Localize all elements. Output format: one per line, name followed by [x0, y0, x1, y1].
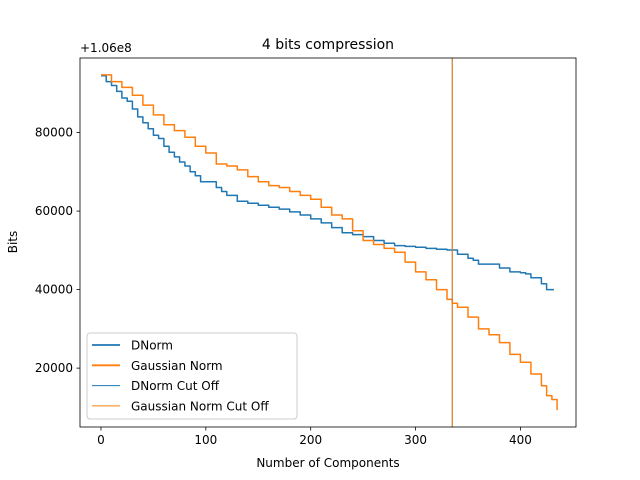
legend-label-1: DNorm [131, 339, 173, 353]
series-line-1 [101, 74, 554, 291]
series-line-2 [101, 74, 558, 411]
x-tick-label-4: 400 [509, 433, 532, 447]
x-tick-label-0: 0 [97, 433, 105, 447]
legend-box [86, 332, 298, 420]
x-tick-label-2: 200 [299, 433, 322, 447]
y-offset-label: +1.06e8 [80, 41, 132, 55]
legend: DNorm Gaussian Norm DNorm Cut Off Gaussian … [86, 332, 298, 420]
y-tick-label-0: 20000 [35, 361, 73, 375]
plot-area: 0 100 200 300 400 20000 40000 60000 80000 [35, 57, 577, 447]
legend-label-4: Gaussian Norm Cut Off [131, 399, 269, 413]
y-tick-label-1: 40000 [35, 283, 73, 297]
legend-label-2: Gaussian Norm [131, 359, 223, 373]
legend-label-3: DNorm Cut Off [131, 379, 220, 393]
axes-frame [79, 57, 577, 428]
x-tick-label-1: 100 [194, 433, 217, 447]
y-axis-label: Bits [6, 231, 20, 254]
x-axis-label: Number of Components [256, 456, 399, 470]
y-tick-label-3: 80000 [35, 126, 73, 140]
x-tick-label-3: 300 [404, 433, 427, 447]
y-tick-label-2: 60000 [35, 204, 73, 218]
chart-title: 4 bits compression [262, 37, 394, 53]
